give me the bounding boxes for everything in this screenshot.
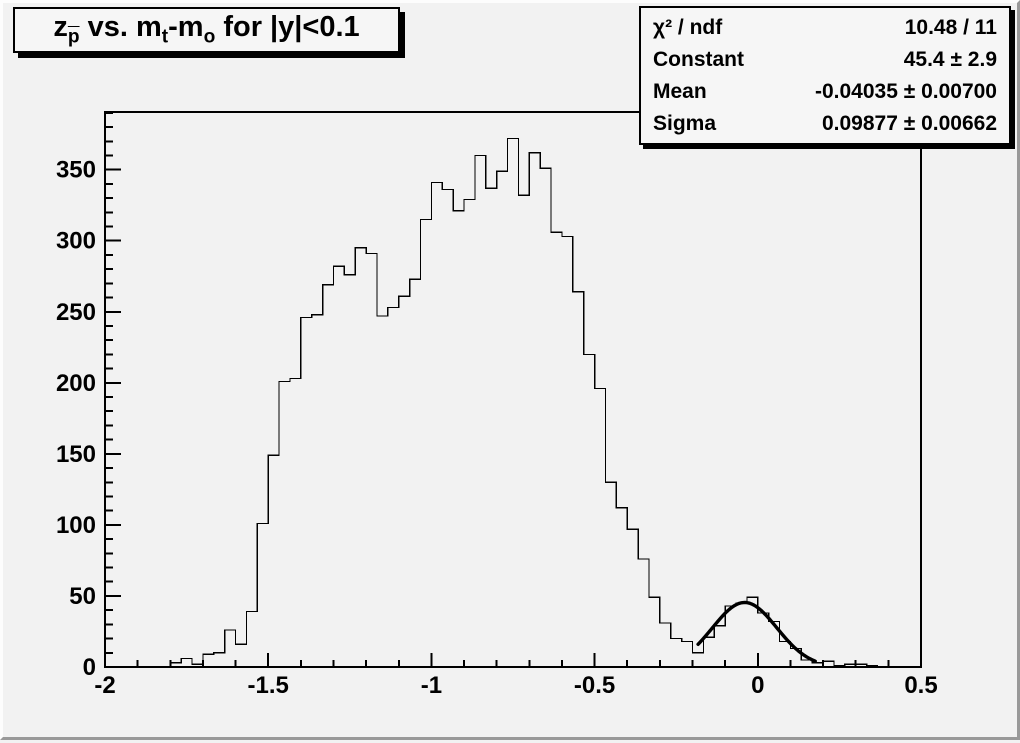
y-tick-label: 350 [56,157,96,184]
stats-row-chi2: χ² / ndf 10.48 / 11 [641,13,1009,42]
x-tick-label: -2 [94,672,115,699]
x-tick-label: -0.5 [574,672,615,699]
y-tick-label: 0 [83,654,96,681]
stat-value-constant: 45.4 ± 2.9 [903,48,997,72]
x-tick-label: -1 [421,672,442,699]
stat-value-mean: -0.04035 ± 0.00700 [814,79,997,103]
stat-value-sigma: 0.09877 ± 0.00662 [821,111,997,135]
stat-label-chi2: χ² / ndf [653,16,723,40]
y-tick-label: 300 [56,228,96,255]
y-tick-label: 250 [56,299,96,326]
stats-row-sigma: Sigma 0.09877 ± 0.00662 [641,109,1009,138]
plot-frame [104,111,922,668]
histogram-line [105,137,921,668]
stats-row-constant: Constant 45.4 ± 2.9 [641,45,1009,74]
plot-title: zp vs. mt-mo for |y|<0.1 [53,11,360,48]
title-box[interactable]: zp vs. mt-mo for |y|<0.1 [13,7,400,53]
y-tick-label: 50 [69,583,96,610]
stats-row-mean: Mean -0.04035 ± 0.00700 [641,77,1009,106]
stat-value-chi2: 10.48 / 11 [904,16,997,40]
stat-label-constant: Constant [653,48,744,72]
histogram-plot: 0 50 100 150 200 250 300 350 -2 -1.5 -1 -0.5 0 0.5 [56,111,938,699]
y-tick-label: 150 [56,441,96,468]
x-tick-label: 0 [751,672,764,699]
x-tick-label: -1.5 [248,672,289,699]
gaussian-fit-curve [696,600,817,663]
stat-label-sigma: Sigma [653,111,717,135]
x-tick-label: 0.5 [904,672,937,699]
stat-label-mean: Mean [653,79,707,103]
y-tick-label: 100 [56,512,96,539]
y-tick-label: 200 [56,370,96,397]
stats-box[interactable]: χ² / ndf 10.48 / 11 Constant 45.4 ± 2.9 … [639,6,1011,145]
